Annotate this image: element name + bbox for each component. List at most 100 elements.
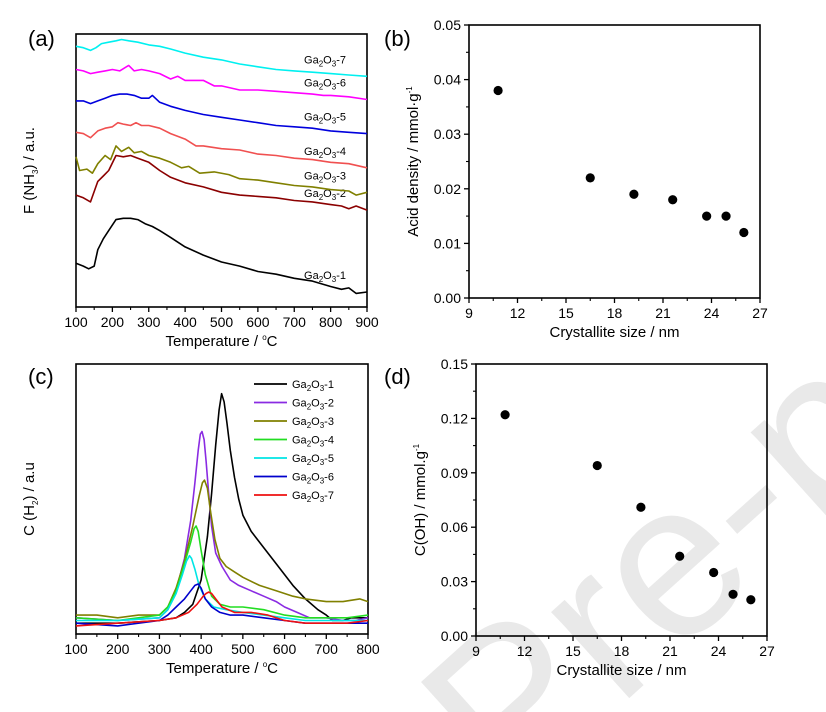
series-label-sub: 3	[332, 117, 337, 126]
legend-label-part: -3	[324, 416, 334, 428]
legend-label-sub: 3	[320, 421, 325, 430]
y-tick-label: 0.15	[441, 356, 468, 372]
y-tick-label: 0.03	[434, 126, 461, 142]
x-tick-label: 800	[356, 641, 380, 657]
plot-frame	[468, 24, 761, 299]
series-label-part: O	[323, 112, 332, 124]
x-tick-label: 9	[465, 305, 473, 321]
series-label-part: Ga	[304, 54, 320, 66]
data-point	[746, 595, 756, 605]
series-label-sub: 2	[319, 193, 324, 202]
series-label-sub: 2	[319, 151, 324, 160]
y-tick-label: 0.05	[434, 17, 461, 33]
series-label-sub: 3	[332, 83, 337, 92]
series-line-ga2o3-3	[75, 145, 368, 196]
x-tick-label: 21	[655, 305, 671, 321]
legend-label: Ga2O3-5	[292, 453, 334, 467]
series-line-ga2o3-7	[75, 591, 369, 627]
x-tick-label: 21	[662, 643, 678, 659]
series-label-part: -6	[336, 78, 346, 90]
panel-label: (a)	[28, 26, 55, 51]
panel-label: (d)	[384, 364, 411, 389]
x-tick-label: 900	[355, 314, 379, 330]
x-axis-label: Temperature / oC	[165, 333, 277, 350]
legend-label-part: -6	[324, 472, 334, 484]
series-label: Ga2O3-6	[304, 78, 346, 92]
series-label-part: -2	[336, 188, 346, 200]
x-tick-label: 500	[231, 641, 255, 657]
data-point	[585, 173, 595, 183]
y-axis-label: C(OH) / mmol.g-1	[412, 443, 429, 556]
x-tick-label: 24	[704, 305, 720, 321]
chart-panel-c: (c) 100 200 300 400 500 600 700 800 Temperature /…	[21, 363, 380, 677]
y-axis-label-tail: ) / a.u	[21, 462, 38, 500]
series-label-sub: 3	[332, 151, 337, 160]
series-line-ga2o3-2	[75, 154, 368, 211]
series-label-sub: 3	[332, 275, 337, 284]
x-tick-label: 24	[711, 643, 727, 659]
legend-label-part: Ga	[292, 379, 308, 391]
data-point	[702, 211, 712, 221]
legend-label-part: -2	[324, 398, 334, 410]
x-tick-label: 27	[752, 305, 768, 321]
panel-label: (b)	[384, 26, 411, 51]
series-label: Ga2O3-2	[304, 188, 346, 202]
x-axis-label: Temperature / oC	[166, 660, 278, 677]
data-point	[500, 410, 510, 420]
panel-label: (c)	[28, 364, 54, 389]
series-label-part: -7	[336, 54, 346, 66]
y-axis-label: Acid density / mmol·g-1	[405, 86, 422, 237]
series-label-part: O	[323, 54, 332, 66]
legend-label-part: O	[311, 416, 320, 428]
series-label-part: Ga	[304, 188, 320, 200]
y-axis-label: F (NH3) / a.u.	[21, 127, 40, 214]
legend-label-part: O	[311, 435, 320, 447]
data-point	[721, 211, 731, 221]
x-axis-label: Crystallite size / nm	[556, 662, 686, 679]
legend-label-sub: 2	[307, 458, 312, 467]
series-label-part: O	[323, 270, 332, 282]
legend-label: Ga2O3-7	[292, 490, 334, 504]
series-label-sub: 2	[319, 275, 324, 284]
x-axis-label: Crystallite size / nm	[549, 324, 679, 341]
chart-panel-a: (a) 100 200 300 400 500 600 700 800 900 Temperatur…	[21, 26, 379, 350]
x-tick-label: 18	[607, 305, 623, 321]
x-tick-label: 100	[64, 314, 88, 330]
series-label-part: O	[323, 78, 332, 90]
legend-label-part: -1	[324, 379, 334, 391]
legend-label-part: -7	[324, 490, 334, 502]
y-tick-label: 0.00	[434, 290, 461, 306]
legend-label: Ga2O3-6	[292, 472, 334, 486]
y-axis-label-tail: ) / a.u.	[21, 127, 38, 170]
y-tick-label: 0.03	[441, 574, 468, 590]
x-tick-label: 18	[614, 643, 630, 659]
data-point	[493, 85, 503, 96]
legend-label-sub: 3	[320, 440, 325, 449]
x-tick-label: 12	[510, 305, 526, 321]
legend-label-sub: 2	[307, 495, 312, 504]
y-tick-label: 0.04	[434, 72, 461, 88]
x-axis-label-sup: o	[262, 333, 267, 342]
data-point	[709, 567, 719, 578]
y-axis-label-main: C (H	[21, 505, 38, 536]
series-label: Ga2O3-7	[304, 54, 346, 68]
y-axis-label: C (H2) / a.u	[21, 462, 40, 536]
x-tick-label: 200	[101, 314, 125, 330]
series-label-sub: 2	[319, 117, 324, 126]
x-tick-label: 400	[189, 641, 213, 657]
series-line-ga2o3-1	[75, 217, 368, 295]
y-axis-label-main: F (NH	[21, 174, 38, 214]
series-line-ga2o3-5	[76, 93, 368, 135]
series-line-ga2o3-7	[75, 38, 368, 78]
data-point	[739, 227, 749, 238]
series-label-part: -1	[336, 270, 346, 282]
legend-label-part: -5	[324, 453, 334, 465]
y-axis-label-main: C(OH) / mmol.g	[412, 451, 429, 556]
series-label-part: Ga	[304, 78, 320, 90]
x-tick-label: 400	[173, 314, 197, 330]
legend-label-part: Ga	[292, 398, 308, 410]
legend-label-sub: 2	[307, 421, 312, 430]
x-axis-label-tail: C	[267, 660, 278, 677]
legend-label-sub: 2	[307, 477, 312, 486]
x-tick-label: 600	[246, 314, 270, 330]
